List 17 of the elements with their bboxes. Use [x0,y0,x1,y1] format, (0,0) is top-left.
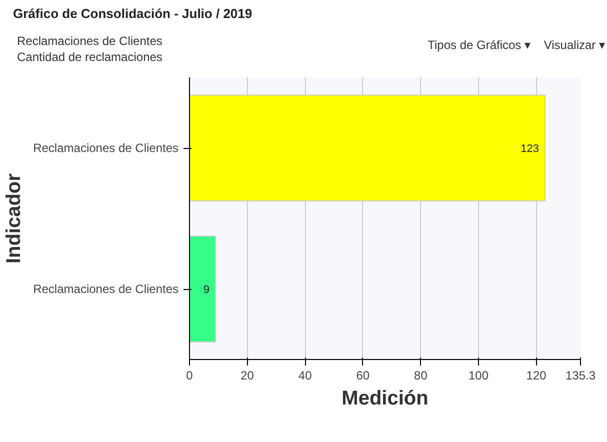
chart-title: Gráfico de Consolidación - Julio / 2019 [13,6,252,21]
x-axis-title: Medición [342,388,428,410]
x-tick-label: 20 [240,368,254,382]
y-tick-label: Reclamaciones de Clientes [33,141,178,155]
x-tick-label: 135.3 [565,368,596,382]
text: Reclamaciones de Clientes Cantidad de reclamaciones [17,33,162,65]
x-tick-label: 120 [526,368,547,382]
data-label: 123 [520,143,539,155]
x-tick-label: 100 [468,368,489,382]
y-tick-label: Reclamaciones de Clientes [33,282,178,296]
x-tick-label: 60 [356,368,370,382]
data-label: 9 [203,284,210,296]
text: Tipos de Gráficos ▾ Visualizar ▾ [428,38,605,52]
x-tick-label: 0 [186,368,194,382]
y-axis-title: Indicador [3,173,26,264]
x-tick-label: 80 [414,368,428,382]
x-tick-label: 40 [298,368,312,382]
